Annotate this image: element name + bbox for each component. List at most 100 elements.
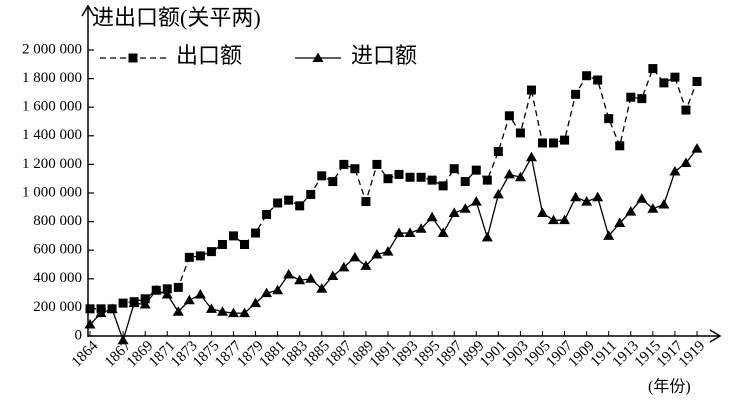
y-tick-label: 200 000 (33, 299, 82, 315)
data-point (173, 282, 183, 292)
data-point (317, 171, 327, 181)
data-point (581, 196, 593, 206)
data-point (625, 206, 637, 216)
data-point (338, 261, 350, 272)
data-point (227, 307, 239, 318)
data-point (128, 297, 140, 308)
series-line (90, 67, 698, 310)
data-point (273, 198, 283, 208)
data-point (217, 239, 227, 249)
data-point (427, 175, 437, 185)
data-point (361, 197, 371, 207)
data-point (658, 198, 670, 209)
data-point (504, 111, 514, 121)
data-point (294, 274, 306, 285)
data-point (261, 287, 273, 298)
data-point (470, 196, 482, 206)
data-point (328, 177, 338, 187)
data-point (626, 92, 636, 102)
data-point (592, 191, 604, 202)
y-tick-label: 1 600 000 (22, 99, 82, 115)
data-point (614, 217, 626, 228)
y-tick-label: 0 (75, 327, 83, 343)
data-point (284, 195, 294, 205)
data-point (593, 75, 603, 85)
data-point (194, 289, 206, 299)
y-tick-label: 800 000 (33, 213, 82, 229)
x-axis-arrow (709, 329, 722, 343)
data-point (327, 270, 339, 280)
data-point (691, 143, 703, 153)
data-point (416, 172, 426, 182)
legend-marker (128, 53, 138, 63)
data-point (184, 252, 194, 262)
data-point (161, 289, 173, 299)
y-tick-label: 1 800 000 (22, 70, 82, 86)
legend-label: 进口额 (351, 43, 417, 68)
data-point (460, 177, 470, 187)
data-point (183, 294, 195, 305)
data-point (371, 248, 383, 259)
data-point (571, 89, 581, 99)
data-point (339, 159, 349, 169)
data-point (426, 211, 438, 222)
data-point (349, 251, 361, 262)
data-point (118, 298, 128, 308)
data-point (459, 203, 471, 213)
data-point (549, 138, 559, 148)
data-point (262, 209, 272, 219)
data-point (548, 214, 560, 225)
data-point (670, 72, 680, 82)
data-point (525, 151, 537, 162)
data-point (449, 164, 459, 174)
x-tick-label: 1919 (676, 338, 709, 371)
y-tick-label: 2 000 000 (22, 41, 82, 57)
data-point (117, 334, 129, 345)
data-point (647, 203, 659, 213)
data-point (306, 189, 316, 199)
data-point (536, 207, 548, 218)
y-axis-arrow (81, 4, 95, 17)
data-point (272, 284, 284, 295)
data-point (537, 138, 547, 148)
data-point (526, 85, 536, 95)
data-point (140, 294, 150, 304)
data-point (492, 188, 504, 199)
data-point (669, 166, 681, 176)
data-point (659, 78, 669, 88)
data-point (383, 174, 393, 184)
data-point (172, 306, 184, 316)
data-point (636, 193, 648, 203)
data-point (250, 297, 262, 308)
data-point (394, 169, 404, 179)
data-point (503, 168, 515, 179)
data-point (615, 141, 625, 151)
data-point (482, 175, 492, 185)
data-point (216, 306, 228, 316)
data-point (637, 94, 647, 104)
data-point (382, 246, 394, 256)
data-point (283, 269, 295, 279)
legend-marker (312, 52, 324, 62)
data-point (604, 114, 614, 124)
data-point (438, 181, 448, 191)
data-point (448, 207, 460, 218)
y-tick-label: 1 000 000 (22, 184, 82, 200)
legend-label: 出口额 (176, 43, 242, 68)
chart-title: 进出口额(关平两) (92, 5, 261, 30)
data-point (680, 157, 692, 167)
data-point (514, 171, 526, 182)
y-tick-label: 1 200 000 (22, 156, 82, 172)
data-point (515, 128, 525, 138)
data-point (85, 304, 95, 314)
x-axis-label: (年份) (648, 378, 691, 396)
data-point (84, 319, 96, 329)
data-point (372, 159, 382, 169)
data-point (360, 260, 372, 270)
data-point (295, 201, 305, 211)
data-point (150, 284, 162, 295)
data-point (603, 230, 615, 240)
data-point (582, 71, 592, 81)
data-point (415, 223, 427, 233)
